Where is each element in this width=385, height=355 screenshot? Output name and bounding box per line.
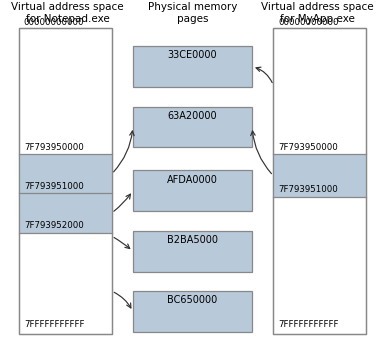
Text: 33CE0000: 33CE0000 bbox=[168, 50, 217, 60]
Bar bbox=[133, 291, 252, 332]
Bar bbox=[133, 170, 252, 211]
Text: BC650000: BC650000 bbox=[167, 295, 218, 305]
Text: B2BA5000: B2BA5000 bbox=[167, 235, 218, 245]
Text: 00000000000: 00000000000 bbox=[278, 18, 338, 27]
Text: Virtual address space
for MyApp.exe: Virtual address space for MyApp.exe bbox=[261, 2, 374, 24]
Text: 7FFFFFFFFFFF: 7FFFFFFFFFFF bbox=[24, 320, 84, 329]
Text: 7F793950000: 7F793950000 bbox=[24, 143, 84, 152]
Text: 7FFFFFFFFFFF: 7FFFFFFFFFFF bbox=[278, 320, 338, 329]
Text: 00000000000: 00000000000 bbox=[24, 18, 84, 27]
Bar bbox=[273, 28, 366, 334]
Text: Physical memory
pages: Physical memory pages bbox=[148, 2, 237, 24]
Text: 7F793951000: 7F793951000 bbox=[24, 182, 84, 191]
Text: Virtual address space
for Notepad.exe: Virtual address space for Notepad.exe bbox=[11, 2, 124, 24]
Bar bbox=[19, 154, 112, 233]
Text: 7F793950000: 7F793950000 bbox=[278, 143, 338, 152]
Text: 63A20000: 63A20000 bbox=[168, 111, 217, 121]
Text: 7F793951000: 7F793951000 bbox=[278, 185, 338, 194]
Bar bbox=[133, 106, 252, 147]
Text: AFDA0000: AFDA0000 bbox=[167, 175, 218, 185]
Bar bbox=[19, 28, 112, 334]
Bar bbox=[19, 28, 112, 334]
Text: 7F793952000: 7F793952000 bbox=[24, 221, 84, 230]
Bar bbox=[273, 154, 366, 197]
Bar bbox=[133, 231, 252, 272]
Bar bbox=[273, 28, 366, 334]
Bar bbox=[133, 46, 252, 87]
